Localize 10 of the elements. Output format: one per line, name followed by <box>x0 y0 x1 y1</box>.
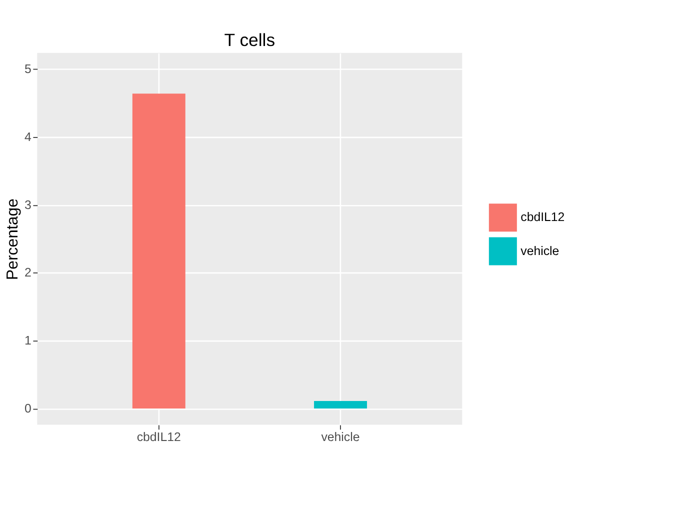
y-tick-label: 1 <box>24 334 32 348</box>
y-tick-label: 0 <box>24 401 32 416</box>
y-tick-label: 3 <box>24 198 32 212</box>
chart-title: T cells <box>224 30 276 50</box>
y-tick-label: 4 <box>24 130 32 144</box>
y-tick-label: 5 <box>24 62 32 76</box>
legend-label: cbdIL12 <box>520 210 565 224</box>
legend-label: vehicle <box>520 244 560 258</box>
y-axis-title: Percentage <box>4 198 22 280</box>
y-tick-label: 2 <box>24 266 32 280</box>
